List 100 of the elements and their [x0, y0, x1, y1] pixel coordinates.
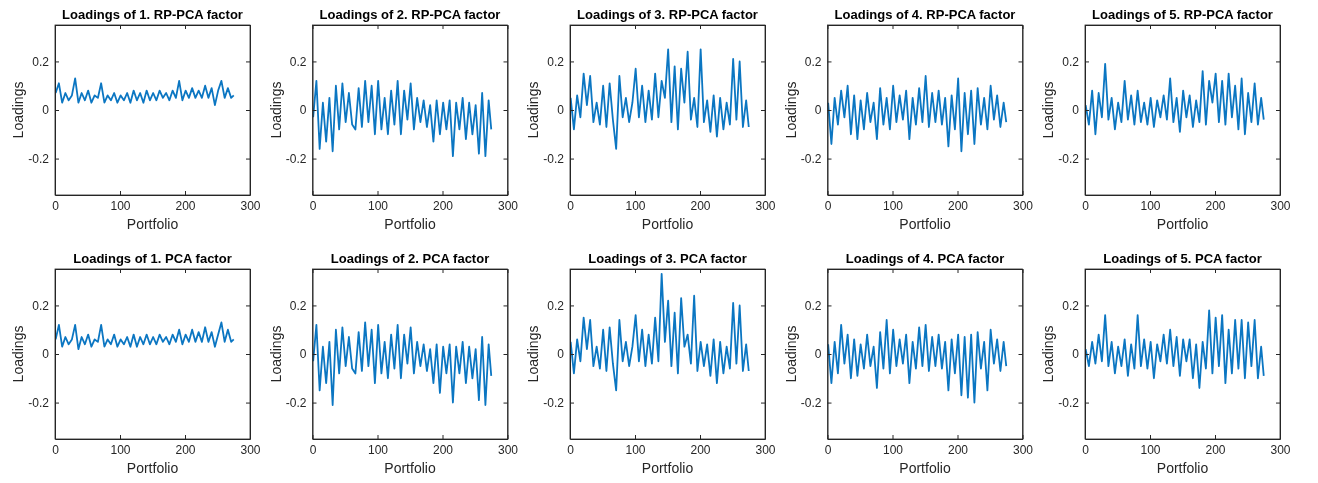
- x-tick-label: 200: [432, 198, 454, 213]
- chart-title: Loadings of 1. RP-PCA factor: [62, 7, 243, 22]
- x-tick-label: 300: [755, 442, 776, 457]
- x-tick-label: 100: [367, 198, 389, 213]
- y-axis-title: Loadings: [525, 325, 541, 383]
- x-axis-title: Portfolio: [641, 460, 694, 476]
- y-tick-label: 0: [814, 347, 822, 362]
- x-tick-label: 0: [52, 198, 60, 213]
- y-tick-label: 0.2: [1062, 298, 1080, 313]
- y-tick-label: 0: [299, 103, 307, 118]
- x-tick-label: 0: [309, 442, 317, 457]
- line-series: [55, 77, 235, 107]
- x-tick-label: 0: [1082, 442, 1090, 457]
- y-tick-label: -0.2: [800, 395, 822, 410]
- x-tick-label: 300: [755, 198, 776, 213]
- x-tick-label: 100: [625, 198, 646, 213]
- x-tick-label: 200: [690, 442, 711, 457]
- y-tick-label: -0.2: [800, 151, 822, 166]
- x-tick-label: 0: [824, 442, 832, 457]
- y-tick-label: 0.2: [32, 54, 50, 69]
- x-axis-title: Portfolio: [899, 216, 951, 232]
- x-axis-title: Portfolio: [899, 460, 951, 476]
- x-axis-title: Portfolio: [384, 460, 436, 476]
- y-axis-title: Loadings: [782, 81, 799, 139]
- line-series: [827, 75, 1008, 153]
- x-tick-label: 300: [1012, 198, 1034, 213]
- x-tick-label: 100: [882, 198, 904, 213]
- x-tick-label: 100: [1140, 198, 1161, 213]
- y-axis-title: Loadings: [1040, 325, 1056, 383]
- line-series: [1085, 62, 1265, 136]
- y-axis-title: Loadings: [525, 81, 541, 139]
- x-tick-label: 200: [690, 198, 711, 213]
- line-series: [55, 321, 235, 351]
- x-axis-title: Portfolio: [126, 216, 179, 232]
- y-tick-label: -0.2: [28, 151, 50, 166]
- y-axis-title: Loadings: [1040, 81, 1056, 139]
- y-tick-label: 0: [1072, 347, 1080, 362]
- x-tick-label: 0: [824, 198, 832, 213]
- y-axis-title: Loadings: [10, 81, 26, 139]
- y-tick-label: 0.2: [32, 298, 50, 313]
- y-tick-label: 0.2: [289, 298, 307, 313]
- line-series: [1085, 309, 1265, 389]
- x-tick-label: 300: [497, 442, 519, 457]
- line-series: [312, 79, 493, 158]
- y-tick-label: 0.2: [804, 54, 822, 69]
- chart-title: Loadings of 4. PCA factor: [845, 251, 1005, 266]
- y-axis-title: Loadings: [267, 325, 284, 383]
- chart-title: Loadings of 1. PCA factor: [73, 251, 232, 266]
- x-tick-label: 100: [110, 198, 131, 213]
- y-tick-label: 0.2: [804, 298, 822, 313]
- chart-title: Loadings of 2. RP-PCA factor: [319, 7, 501, 22]
- x-axis-title: Portfolio: [1156, 216, 1209, 232]
- chart-title: Loadings of 4. RP-PCA factor: [834, 7, 1016, 22]
- x-tick-label: 300: [1270, 198, 1291, 213]
- y-tick-label: -0.2: [1058, 151, 1080, 166]
- y-tick-label: -0.2: [285, 395, 307, 410]
- line-series: [570, 272, 750, 392]
- y-tick-label: 0: [42, 103, 50, 118]
- chart-title: Loadings of 2. PCA factor: [330, 251, 490, 266]
- y-axis-title: Loadings: [10, 325, 26, 383]
- chart-title: Loadings of 5. RP-PCA factor: [1092, 7, 1273, 22]
- line-series: [312, 321, 493, 406]
- x-tick-label: 300: [497, 198, 519, 213]
- y-tick-label: -0.2: [543, 151, 565, 166]
- y-tick-label: 0.2: [547, 298, 565, 313]
- x-tick-label: 300: [240, 198, 261, 213]
- y-axis-title: Loadings: [782, 325, 799, 383]
- y-axis-title: Loadings: [267, 81, 284, 139]
- y-tick-label: 0.2: [289, 54, 307, 69]
- x-axis-title: Portfolio: [126, 460, 179, 476]
- x-tick-label: 200: [175, 198, 196, 213]
- x-tick-label: 100: [1140, 442, 1161, 457]
- x-tick-label: 200: [1205, 442, 1226, 457]
- y-tick-label: 0: [42, 347, 50, 362]
- x-axis-title: Portfolio: [384, 216, 436, 232]
- x-tick-label: 300: [240, 442, 261, 457]
- x-tick-label: 200: [947, 442, 969, 457]
- x-tick-label: 0: [1082, 198, 1090, 213]
- x-axis-title: Portfolio: [1156, 460, 1209, 476]
- x-tick-label: 100: [882, 442, 904, 457]
- y-tick-label: 0.2: [547, 54, 565, 69]
- x-tick-label: 200: [947, 198, 969, 213]
- chart-title: Loadings of 3. PCA factor: [588, 251, 747, 266]
- x-tick-label: 0: [567, 198, 575, 213]
- x-tick-label: 100: [625, 442, 646, 457]
- chart-title: Loadings of 5. PCA factor: [1103, 251, 1262, 266]
- y-tick-label: -0.2: [1058, 395, 1080, 410]
- y-tick-label: -0.2: [28, 395, 50, 410]
- x-tick-label: 200: [1205, 198, 1226, 213]
- y-tick-label: -0.2: [543, 395, 565, 410]
- y-tick-label: 0: [557, 103, 565, 118]
- x-tick-label: 0: [309, 198, 317, 213]
- x-tick-label: 100: [367, 442, 389, 457]
- chart-title: Loadings of 3. RP-PCA factor: [577, 7, 758, 22]
- y-tick-label: 0: [299, 347, 307, 362]
- x-tick-label: 0: [567, 442, 575, 457]
- y-tick-label: -0.2: [285, 151, 307, 166]
- x-axis-title: Portfolio: [641, 216, 694, 232]
- y-tick-label: 0: [1072, 103, 1080, 118]
- x-tick-label: 100: [110, 442, 131, 457]
